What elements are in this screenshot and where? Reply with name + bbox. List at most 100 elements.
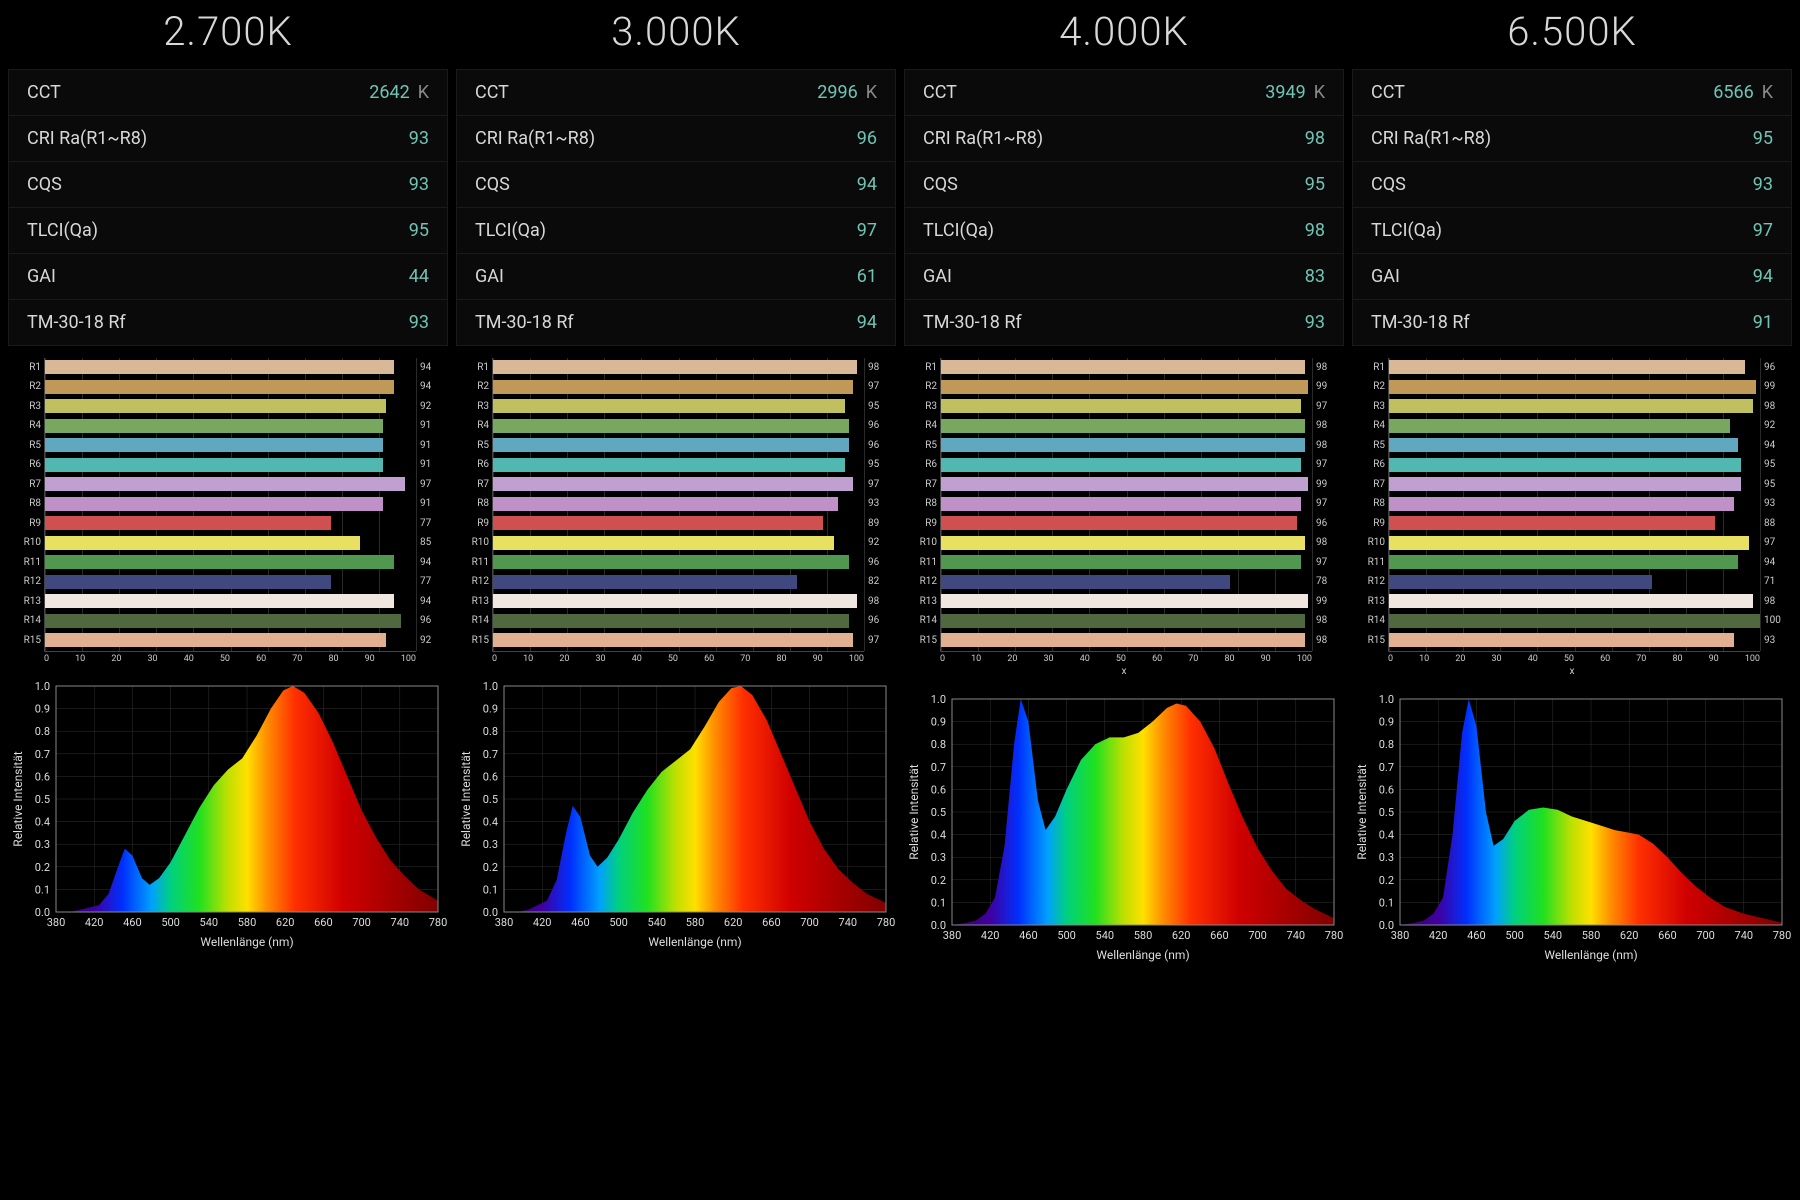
bar-label-right: 98 bbox=[868, 362, 890, 373]
bar-label-right: 92 bbox=[1764, 420, 1786, 431]
bar-label-right: 98 bbox=[1764, 596, 1786, 607]
bar-row-r9: R996 bbox=[941, 514, 1312, 532]
bar-label-right: 98 bbox=[1316, 420, 1338, 431]
bar-row-r13: R1399 bbox=[941, 592, 1312, 610]
svg-text:780: 780 bbox=[1773, 929, 1792, 942]
bar-fill bbox=[45, 614, 401, 628]
spectrum-ylabel: Relative Intensität bbox=[459, 751, 473, 846]
bar-label-left: R6 bbox=[1359, 459, 1385, 470]
metric-label: CCT bbox=[923, 82, 957, 103]
column-0: 2.700KCCT2642KCRI Ra(R1~R8)93CQS93TLCI(Q… bbox=[8, 0, 448, 969]
cri-bar-chart: R198R297R395R496R596R695R797R893R989R109… bbox=[456, 352, 896, 668]
bar-label-right: 97 bbox=[1316, 557, 1338, 568]
metric-value: 94 bbox=[857, 312, 877, 333]
bar-label-right: 71 bbox=[1764, 576, 1786, 587]
bar-row-r4: R498 bbox=[941, 417, 1312, 435]
svg-text:740: 740 bbox=[1735, 929, 1754, 942]
bar-label-left: R8 bbox=[15, 498, 41, 509]
bar-label-right: 97 bbox=[1764, 537, 1786, 548]
svg-text:620: 620 bbox=[1620, 929, 1639, 942]
bar-fill bbox=[941, 380, 1308, 394]
metrics-panel: CCT2642KCRI Ra(R1~R8)93CQS93TLCI(Qa)95GA… bbox=[8, 69, 448, 346]
bar-label-left: R15 bbox=[911, 635, 937, 646]
bar-row-r7: R795 bbox=[1389, 475, 1760, 493]
bar-fill bbox=[1389, 575, 1652, 589]
svg-text:620: 620 bbox=[276, 916, 295, 929]
bar-row-r12: R1271 bbox=[1389, 573, 1760, 591]
metric-label: TLCI(Qa) bbox=[475, 220, 546, 241]
svg-text:0.1: 0.1 bbox=[35, 883, 50, 896]
bar-row-r15: R1593 bbox=[1389, 631, 1760, 649]
bar-label-left: R7 bbox=[911, 479, 937, 490]
svg-text:0.5: 0.5 bbox=[1379, 806, 1394, 819]
metric-row-tm30: TM-30-18 Rf93 bbox=[9, 300, 447, 345]
svg-text:0.3: 0.3 bbox=[35, 838, 50, 851]
bar-label-right: 95 bbox=[1764, 459, 1786, 470]
bar-label-right: 94 bbox=[420, 596, 442, 607]
metric-row-cct: CCT2996K bbox=[457, 70, 895, 116]
bar-row-r3: R397 bbox=[941, 397, 1312, 415]
bar-label-right: 78 bbox=[1316, 576, 1338, 587]
bar-row-r7: R799 bbox=[941, 475, 1312, 493]
bar-row-r9: R989 bbox=[493, 514, 864, 532]
bar-label-right: 94 bbox=[1764, 557, 1786, 568]
bar-row-r8: R891 bbox=[45, 495, 416, 513]
metric-row-gai: GAI83 bbox=[905, 254, 1343, 300]
bar-label-right: 99 bbox=[1316, 596, 1338, 607]
bar-label-left: R3 bbox=[463, 401, 489, 412]
bar-label-left: R2 bbox=[15, 381, 41, 392]
metric-label: GAI bbox=[1371, 266, 1400, 287]
bar-label-left: R14 bbox=[1359, 615, 1385, 626]
bar-label-left: R14 bbox=[911, 615, 937, 626]
bar-label-left: R7 bbox=[463, 479, 489, 490]
metric-row-cri: CRI Ra(R1~R8)95 bbox=[1353, 116, 1791, 162]
bar-label-right: 98 bbox=[1316, 362, 1338, 373]
bar-fill bbox=[1389, 438, 1738, 452]
bar-fill bbox=[1389, 419, 1730, 433]
bar-label-left: R1 bbox=[463, 362, 489, 373]
bar-label-right: 82 bbox=[868, 576, 890, 587]
bar-fill bbox=[493, 438, 849, 452]
bar-row-r15: R1592 bbox=[45, 631, 416, 649]
column-3: 6.500KCCT6566KCRI Ra(R1~R8)95CQS93TLCI(Q… bbox=[1352, 0, 1792, 969]
metric-value: 97 bbox=[857, 220, 877, 241]
bar-label-left: R4 bbox=[463, 420, 489, 431]
bar-fill bbox=[493, 497, 838, 511]
bar-fill bbox=[45, 575, 331, 589]
metric-value: 2996 bbox=[817, 82, 857, 103]
bar-label-left: R4 bbox=[15, 420, 41, 431]
svg-text:0.4: 0.4 bbox=[931, 828, 946, 841]
bar-label-right: 92 bbox=[420, 635, 442, 646]
bar-fill bbox=[1389, 536, 1749, 550]
bar-row-r3: R398 bbox=[1389, 397, 1760, 415]
svg-text:0.9: 0.9 bbox=[483, 702, 498, 715]
bar-label-right: 89 bbox=[868, 518, 890, 529]
bar-label-left: R12 bbox=[15, 576, 41, 587]
svg-text:780: 780 bbox=[877, 916, 896, 929]
svg-text:0.1: 0.1 bbox=[483, 883, 498, 896]
metric-value: 6566 bbox=[1713, 82, 1753, 103]
metric-value: 98 bbox=[1305, 128, 1325, 149]
bar-label-right: 98 bbox=[1764, 401, 1786, 412]
metric-row-cct: CCT6566K bbox=[1353, 70, 1791, 116]
bar-fill bbox=[45, 633, 386, 647]
column-1: 3.000KCCT2996KCRI Ra(R1~R8)96CQS94TLCI(Q… bbox=[456, 0, 896, 969]
bar-label-right: 85 bbox=[420, 537, 442, 548]
bar-row-r10: R1097 bbox=[1389, 534, 1760, 552]
bar-label-right: 93 bbox=[1764, 498, 1786, 509]
bar-fill bbox=[941, 633, 1305, 647]
bar-label-right: 97 bbox=[1316, 459, 1338, 470]
bar-fill bbox=[45, 360, 394, 374]
svg-text:580: 580 bbox=[1582, 929, 1601, 942]
metric-row-cqs: CQS95 bbox=[905, 162, 1343, 208]
bar-label-right: 95 bbox=[1764, 479, 1786, 490]
metric-row-cqs: CQS94 bbox=[457, 162, 895, 208]
bar-row-r8: R897 bbox=[941, 495, 1312, 513]
bar-row-r10: R1098 bbox=[941, 534, 1312, 552]
metric-value: 91 bbox=[1753, 312, 1773, 333]
bar-row-r11: R1194 bbox=[45, 553, 416, 571]
svg-text:0.6: 0.6 bbox=[483, 770, 498, 783]
metrics-panel: CCT2996KCRI Ra(R1~R8)96CQS94TLCI(Qa)97GA… bbox=[456, 69, 896, 346]
bar-fill bbox=[1389, 360, 1745, 374]
bar-fill bbox=[941, 614, 1305, 628]
